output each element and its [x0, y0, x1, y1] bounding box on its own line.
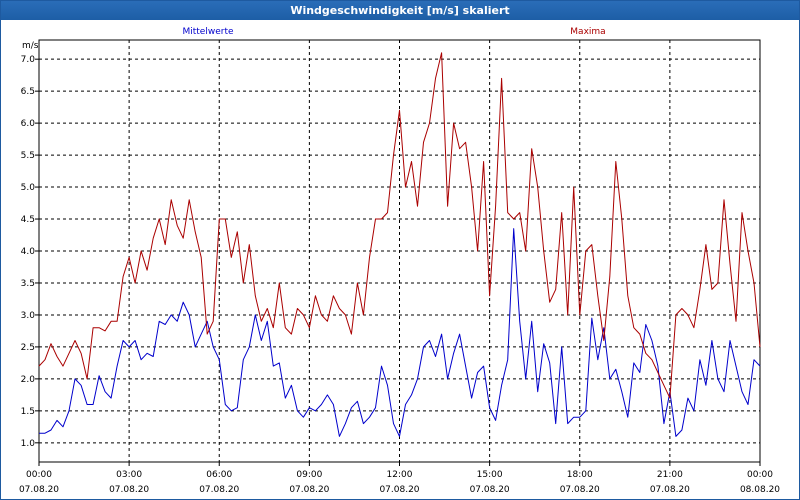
x-tick-time-label: 15:00 [477, 470, 503, 480]
x-axis-ticks: 00:00 07.08.20 03:00 07.08.20 06:00 07.08.20 0… [19, 462, 780, 495]
series-line-maxima [38, 52, 761, 399]
y-tick-label: 6.0 [21, 119, 36, 129]
x-tick-time-label: 09:00 [296, 470, 322, 480]
x-tick-time-label: 00:00 [747, 470, 773, 480]
y-tick-label: 1.5 [21, 407, 35, 417]
x-tick-date-label: 07.08.20 [379, 485, 419, 495]
x-tick-time-label: 12:00 [387, 470, 413, 480]
y-tick-label: 2.5 [21, 343, 35, 353]
y-tick-label: 4.0 [21, 247, 36, 257]
x-tick-time-label: 21:00 [657, 470, 683, 480]
legend-mittelwerte: Mittelwerte [182, 27, 233, 37]
y-axis-ticks: 1.0 1.5 2.0 2.5 3.0 3.5 4.0 4.5 5.0 5.5 6.0 6.5 7.0 [21, 55, 39, 449]
y-tick-label: 5.5 [21, 151, 35, 161]
y-axis-label: m/s [22, 41, 39, 51]
x-tick-date-label: 07.08.20 [470, 485, 510, 495]
x-tick-time-label: 18:00 [567, 470, 593, 480]
data-series [38, 52, 761, 437]
x-tick-date-label: 07.08.20 [650, 485, 690, 495]
chart-title: Windgeschwindigkeit [m/s] skaliert [1, 1, 799, 20]
y-tick-label: 5.0 [21, 183, 36, 193]
x-tick-time-label: 06:00 [206, 470, 232, 480]
y-tick-label: 6.5 [21, 87, 35, 97]
x-tick-time-label: 03:00 [116, 470, 142, 480]
y-tick-label: 3.5 [21, 279, 35, 289]
y-tick-label: 1.0 [21, 439, 36, 449]
grid-lines [39, 40, 760, 462]
y-tick-label: 2.0 [21, 375, 36, 385]
series-line-mittelwerte [39, 228, 761, 437]
legend-maxima: Maxima [570, 27, 605, 37]
x-tick-time-label: 00:00 [26, 470, 52, 480]
x-tick-date-label: 07.08.20 [289, 485, 329, 495]
x-tick-date-label: 07.08.20 [19, 485, 59, 495]
y-tick-label: 4.5 [21, 215, 35, 225]
y-tick-label: 3.0 [21, 311, 36, 321]
x-tick-date-label: 07.08.20 [199, 485, 239, 495]
y-tick-label: 7.0 [21, 55, 36, 65]
x-tick-date-label: 07.08.20 [109, 485, 149, 495]
x-tick-date-label: 08.08.20 [740, 485, 780, 495]
x-tick-date-label: 07.08.20 [560, 485, 600, 495]
